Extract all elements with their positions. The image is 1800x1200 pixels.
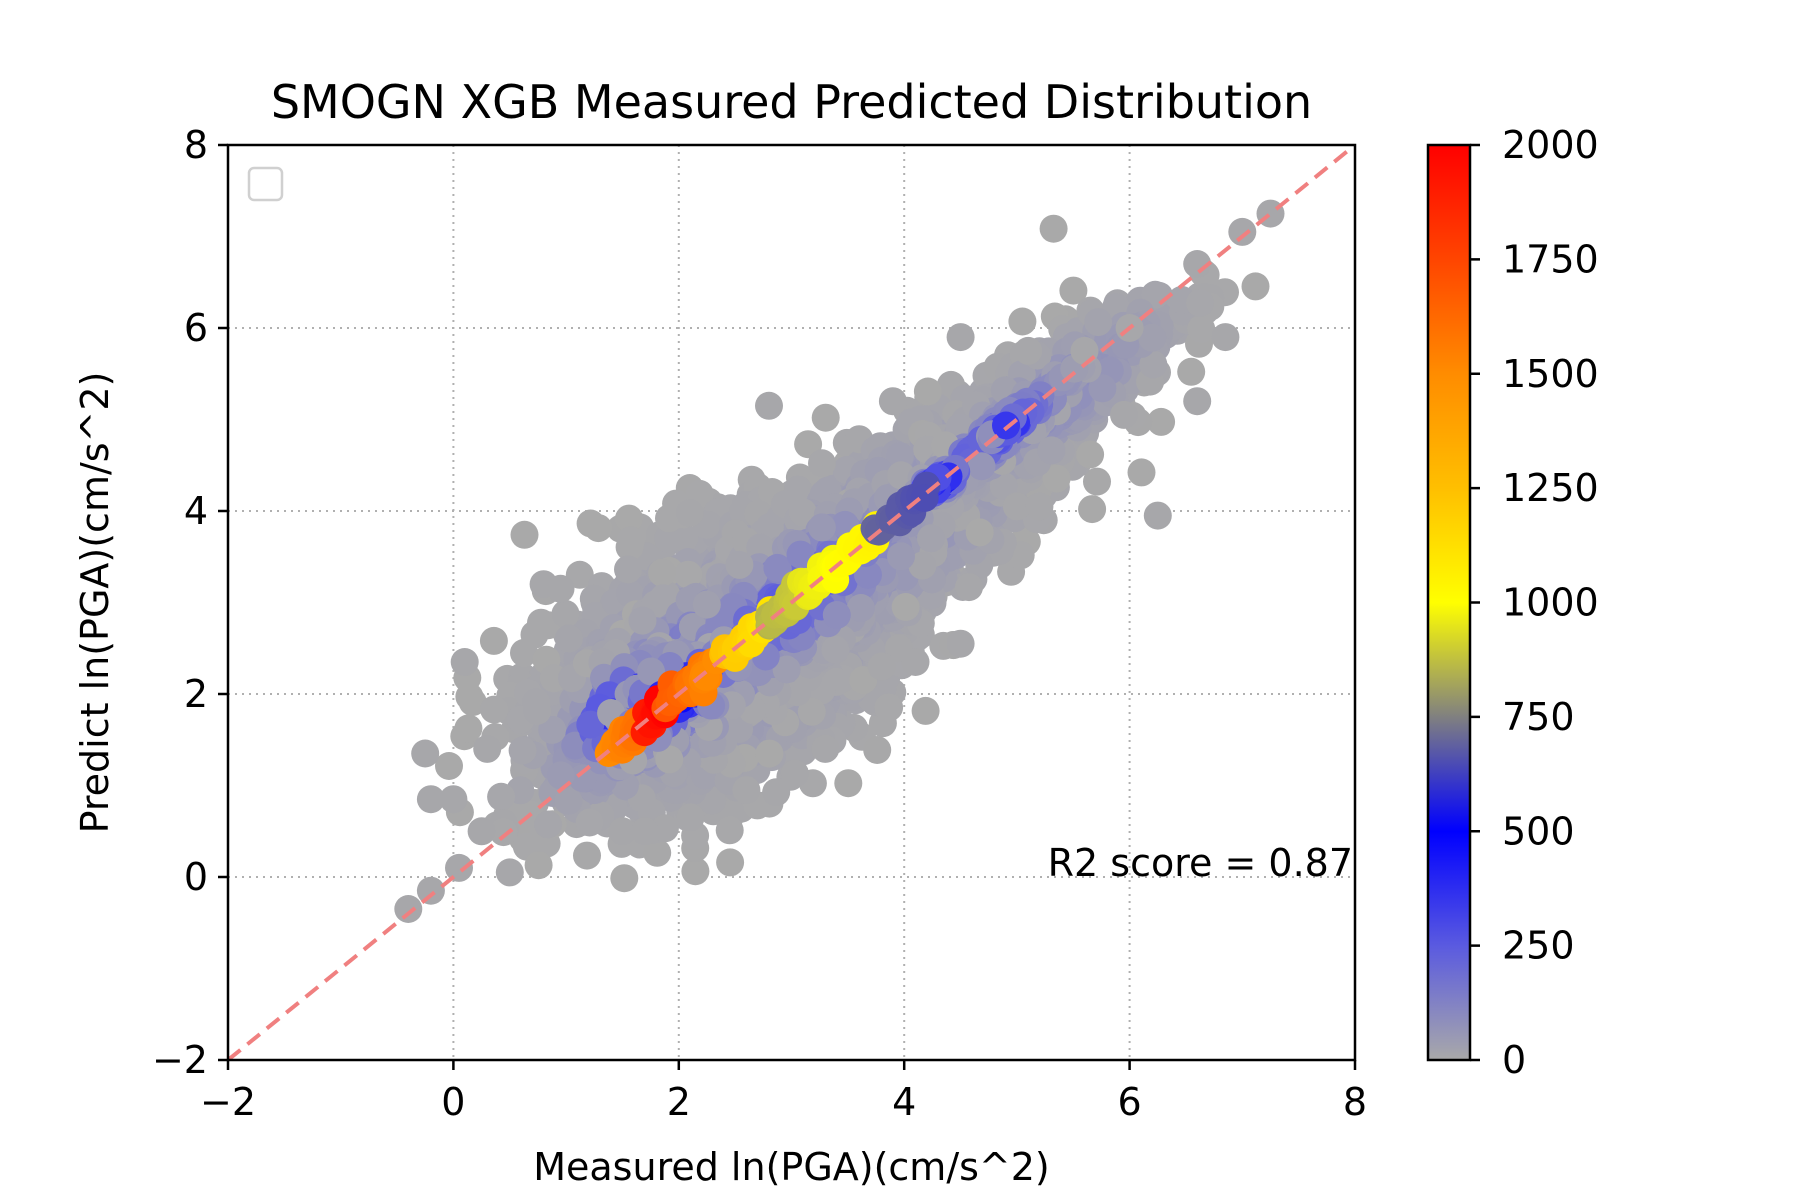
scatter-point [487, 782, 516, 811]
scatter-point [891, 593, 920, 621]
scatter-point [675, 499, 704, 527]
scatter-point [610, 864, 639, 893]
scatter-point [808, 449, 836, 478]
scatter-point [614, 555, 642, 584]
scatter-point [554, 786, 583, 815]
scatter-point [955, 573, 983, 602]
scatter-point [458, 688, 487, 717]
scatter-point [1084, 308, 1113, 337]
scatter-point [1078, 495, 1107, 524]
scatter-point [834, 769, 863, 798]
scatter-point [576, 509, 605, 538]
scatter-point [1138, 323, 1167, 352]
scatter-point [1139, 350, 1168, 379]
scatter-point [755, 739, 784, 768]
scatter-point [681, 857, 710, 886]
scatter-point [654, 524, 683, 553]
scatter-point [479, 626, 508, 655]
scatter-point [534, 810, 563, 839]
scatter-point [1186, 289, 1214, 317]
scatter-point [538, 715, 567, 744]
scatter-point [676, 803, 705, 832]
scatter-point [715, 816, 744, 845]
scatter-point [555, 624, 583, 653]
scatter-point [1042, 464, 1071, 493]
scatter-point [1076, 440, 1105, 469]
scatter-point [1059, 276, 1088, 305]
scatter-point [643, 838, 672, 867]
scatter-point [780, 759, 809, 788]
scatter-point [762, 778, 791, 807]
scatter-point [615, 504, 643, 533]
scatter-point [989, 472, 1018, 500]
scatter-point [573, 841, 601, 870]
chart-title: SMOGN XGB Measured Predicted Distributio… [271, 75, 1312, 129]
scatter-point [874, 693, 903, 722]
scatter-point [615, 533, 644, 562]
scatter-point [648, 558, 677, 587]
scatter-point [480, 695, 509, 724]
scatter-point [1127, 458, 1156, 487]
scatter-point [797, 697, 826, 726]
scatter-point [1008, 307, 1037, 336]
scatter-point [510, 638, 538, 667]
scatter-point [1177, 357, 1206, 386]
scatter-point [913, 377, 942, 406]
scatter-point [1037, 436, 1066, 465]
scatter-point [1083, 467, 1111, 496]
scatter-point [674, 560, 703, 589]
scatter-point [1187, 314, 1216, 343]
scatter-point [863, 736, 892, 764]
scatter-point [510, 520, 539, 549]
scatter-point [1241, 272, 1270, 301]
scatter-points [394, 199, 1285, 923]
scatter-point [454, 714, 483, 743]
scatter-point [811, 403, 840, 432]
scatter-point [575, 808, 604, 837]
scatter-point [1088, 374, 1117, 403]
scatter-point [911, 696, 940, 725]
scatter-point [565, 560, 594, 589]
scatter-point [551, 599, 580, 628]
scatter-point [716, 848, 745, 877]
scatter-point [1039, 214, 1068, 243]
scatter-point [435, 752, 463, 780]
scatter-point [1147, 407, 1176, 436]
